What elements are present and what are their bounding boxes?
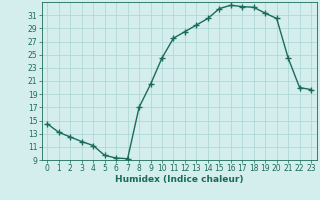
- X-axis label: Humidex (Indice chaleur): Humidex (Indice chaleur): [115, 175, 244, 184]
